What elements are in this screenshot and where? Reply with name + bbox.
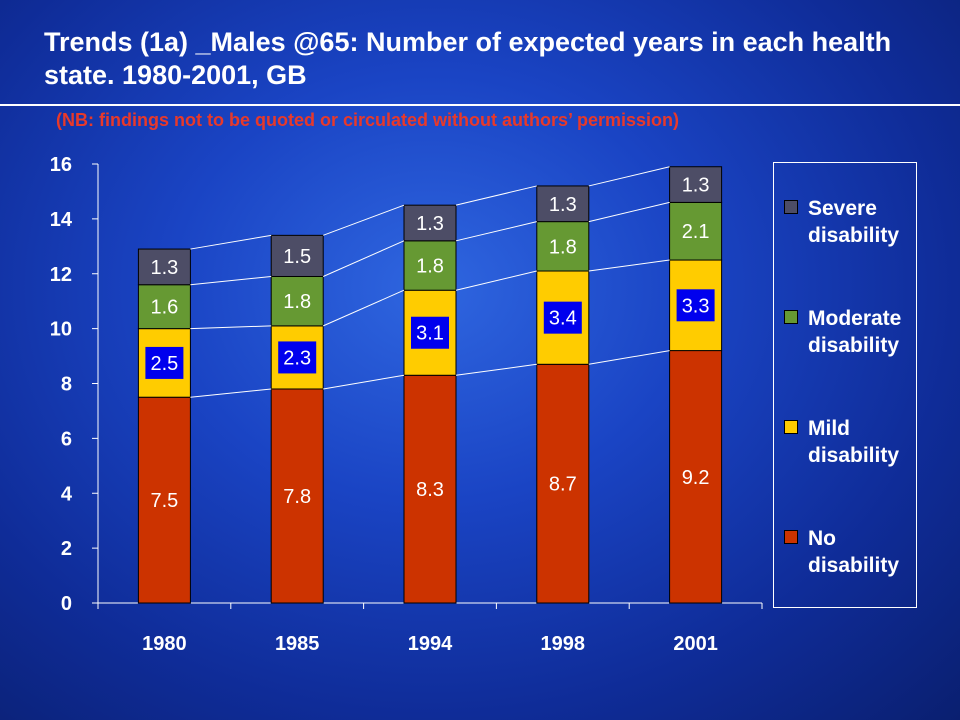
data-label: 3.1 [416, 323, 444, 345]
data-label: 1.8 [283, 291, 311, 313]
bar-segment [137, 248, 191, 286]
x-category-label: 1980 [142, 633, 187, 655]
series-connector-line [323, 374, 405, 390]
data-label: 1.3 [549, 194, 577, 216]
bar-segment [270, 388, 324, 604]
y-tick-label: 8 [61, 374, 72, 396]
data-label: 3.4 [549, 308, 577, 330]
data-label: 8.3 [416, 479, 444, 501]
bar-segment [669, 166, 723, 203]
legend-label-mild: Mild disability [808, 415, 918, 469]
series-connector-line [455, 221, 537, 242]
y-tick-label: 4 [61, 483, 73, 505]
legend-label-none-line2: disability [808, 554, 900, 577]
bar-segment [270, 275, 324, 327]
data-label-box [676, 289, 715, 322]
data-label: 1.8 [549, 236, 577, 258]
y-tick-label: 16 [50, 154, 72, 176]
x-category-label: 1985 [275, 633, 320, 655]
bar-segment [403, 240, 457, 291]
data-label-box [411, 316, 449, 349]
series-connector-line [190, 388, 272, 398]
data-label: 7.8 [283, 486, 311, 508]
legend-swatch-none [784, 530, 798, 544]
data-label: 7.5 [150, 490, 178, 512]
y-tick-label: 0 [61, 593, 72, 615]
data-label: 1.3 [416, 213, 444, 235]
data-label: 1.5 [283, 246, 311, 268]
legend-label-none: No disability [808, 525, 918, 579]
bar-segment [536, 185, 590, 223]
y-tick-label: 6 [61, 428, 72, 450]
y-tick-label: 10 [50, 319, 72, 341]
bar-segment [669, 350, 723, 604]
data-label-box [543, 301, 582, 334]
legend-label-severe-line2: disability [808, 224, 900, 247]
legend-label-severe-line1: Severe [808, 197, 877, 220]
data-label: 1.3 [150, 257, 178, 279]
x-category-label: 1998 [541, 633, 586, 655]
legend-label-severe: Severe disability [808, 195, 918, 249]
series-connector-line [322, 289, 405, 327]
legend-label-mild-line1: Mild [808, 417, 850, 440]
series-connector-line [588, 166, 670, 187]
series-connector-line [323, 204, 405, 236]
data-label: 2.3 [283, 347, 311, 369]
bar-segment [137, 284, 191, 330]
legend-label-mild-line2: disability [808, 444, 900, 467]
data-label: 1.3 [682, 175, 710, 197]
series-connector-line [190, 275, 272, 286]
legend-label-moderate-line2: disability [808, 334, 900, 357]
series-connector-line [322, 240, 405, 277]
chart-legend: Severe disability Moderate disability Mi… [773, 162, 917, 608]
bar-segment [137, 396, 191, 604]
series-connector-line [588, 201, 670, 223]
series-connector-line [455, 185, 537, 206]
data-label: 1.6 [150, 297, 178, 319]
legend-swatch-severe [784, 200, 798, 214]
y-tick-label: 12 [50, 264, 72, 286]
legend-label-moderate-line1: Moderate [808, 307, 902, 330]
bar-segment [536, 363, 590, 604]
series-connector-line [190, 234, 272, 250]
title-divider [0, 104, 960, 106]
legend-label-none-line1: No [808, 527, 836, 550]
series-connector-line [455, 270, 537, 291]
data-label-box [278, 341, 317, 374]
slide-title: Trends (1a) _Males @65: Number of expect… [44, 27, 892, 90]
legend-swatch-mild [784, 420, 798, 434]
data-label: 9.2 [682, 467, 710, 489]
data-label-box [145, 346, 184, 379]
series-connector-line [190, 325, 272, 330]
series-connector-line [455, 363, 537, 376]
bar-segment [536, 221, 590, 272]
data-label: 2.1 [682, 221, 710, 243]
data-label: 1.8 [416, 256, 444, 278]
data-label: 2.5 [150, 353, 178, 375]
bar-segment [270, 234, 324, 277]
data-label: 8.7 [549, 474, 577, 496]
series-connector-line [588, 350, 670, 365]
x-category-label: 2001 [673, 633, 718, 655]
bar-segment [669, 201, 723, 261]
data-label: 3.3 [682, 295, 710, 317]
series-connector-line [588, 259, 670, 272]
bar-segment [403, 204, 457, 242]
legend-label-moderate: Moderate disability [808, 305, 918, 359]
slide-subtitle: (NB: findings not to be quoted or circul… [56, 110, 679, 130]
y-tick-label: 14 [50, 209, 73, 231]
x-category-label: 1994 [408, 633, 453, 655]
y-tick-label: 2 [61, 538, 72, 560]
bar-segment [403, 374, 457, 604]
legend-swatch-moderate [784, 310, 798, 324]
